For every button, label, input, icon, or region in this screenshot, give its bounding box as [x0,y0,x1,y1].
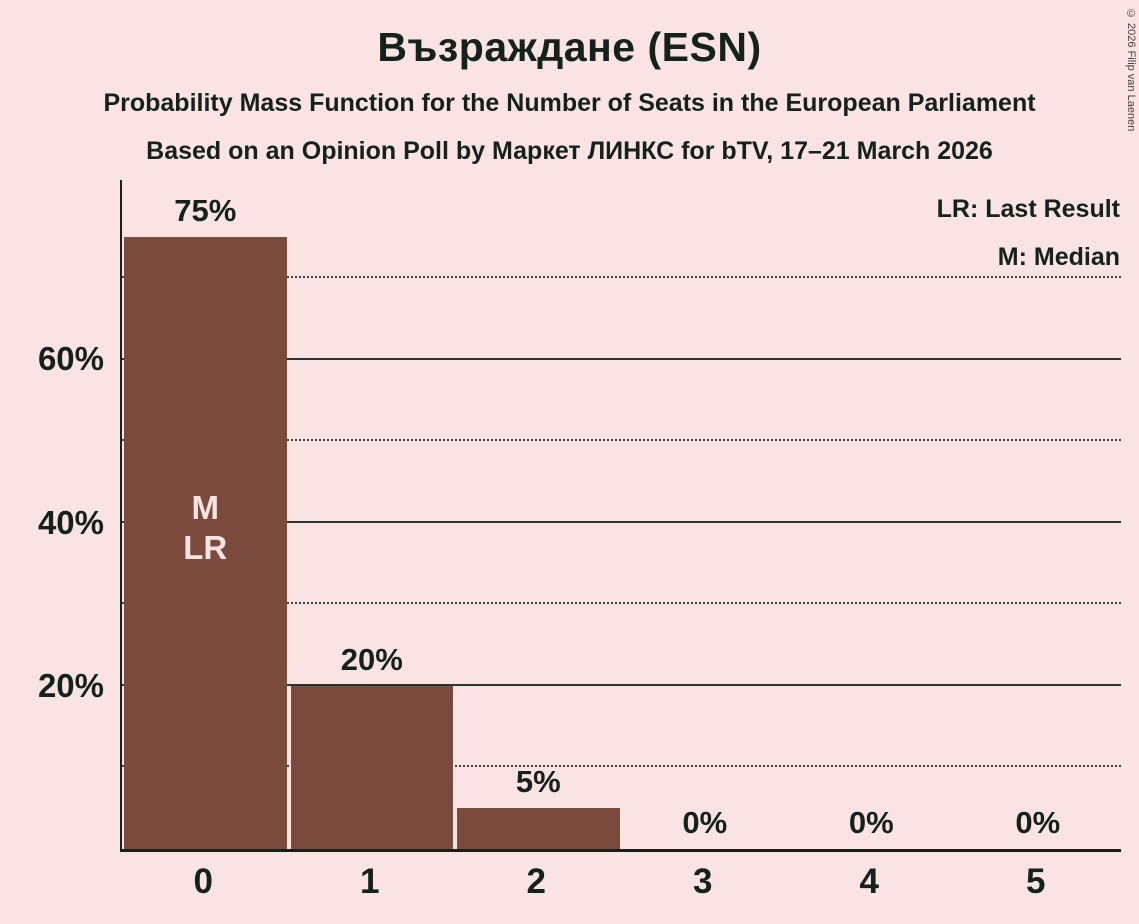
bar-value-label: 75% [174,193,237,229]
gridline-dotted [122,275,1121,278]
y-tick-label: 40% [37,503,104,541]
bar [290,685,453,849]
bar-value-label: 0% [848,805,894,840]
legend-median: M: Median [997,243,1120,271]
gridline-dotted [122,765,1121,768]
x-tick-label: 2 [526,862,546,901]
legend: LR: Last Result M: Median [937,185,1120,281]
gridline-solid [122,520,1121,523]
bar-annotation-line: LR [183,528,228,566]
x-tick-label: 3 [693,862,713,901]
y-tick-label: 20% [37,666,104,704]
bar [124,237,287,849]
x-tick-label: 0 [193,862,213,901]
gridline-dotted [122,602,1121,605]
chart-subtitle: Probability Mass Function for the Number… [103,89,1036,117]
y-tick-label: 60% [37,340,104,378]
bar-value-label: 5% [515,764,561,800]
bar-annotation: M LR [122,488,289,568]
x-tick-label: 5 [1026,862,1046,901]
x-axis: 0 1 2 3 4 5 [120,862,1119,912]
bar [457,808,620,849]
bar-value-label: 0% [682,805,728,840]
legend-last-result: LR: Last Result [936,195,1120,223]
plot-area: 75% 20% 5% 0% 0% 0% M LR [120,180,1121,852]
bar-annotation-line: M [191,488,220,526]
bar-value-label: 0% [1015,805,1061,840]
x-tick-label: 4 [859,862,879,901]
gridline-solid [122,357,1121,360]
bar-value-label: 20% [340,641,403,677]
gridline-solid [122,683,1121,686]
chart-source-subtitle: Based on an Opinion Poll by Маркет ЛИНКС… [146,137,993,165]
chart-title: Възраждане (ESN) [377,24,762,70]
gridline-dotted [122,439,1121,442]
copyright-notice: © 2026 Filip van Laenen [1125,8,1137,132]
x-tick-label: 1 [360,862,380,901]
